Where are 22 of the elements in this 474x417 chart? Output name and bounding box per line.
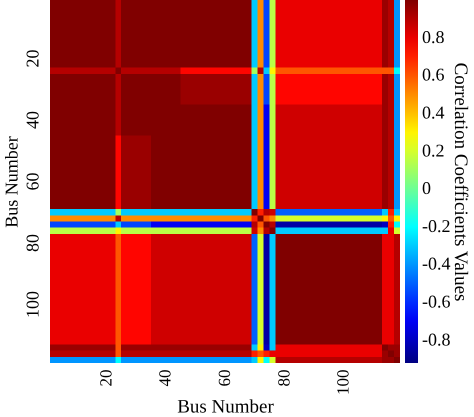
y-tick-label: 40 [22,110,42,129]
color-bar-label: 0.4 [422,102,444,122]
y-tick-label: 100 [22,291,42,318]
y-tick-label: 20 [22,49,42,68]
color-bar-label: -0.8 [422,329,450,350]
color-bar-label: 0.8 [422,26,444,47]
color-bar-label: 0 [422,178,431,198]
x-tick-label: 100 [334,370,353,395]
x-tick-label: 40 [156,370,175,386]
y-tick-label: 60 [22,172,42,190]
y-tick-label: 80 [22,234,42,252]
color-bar-label: 0.6 [422,64,444,85]
x-tick-label: 60 [215,370,234,386]
x-tick-label: 20 [96,370,116,386]
color-bar-label: -0.2 [422,216,450,236]
x-axis-title: Bus Number [177,396,274,417]
x-tick-label: 80 [274,370,294,386]
color-bar-label: 0.2 [422,140,444,160]
color-bar-label: -0.4 [422,254,450,274]
color-bar-title: Correlation Coefficients Values [450,62,471,302]
y-axis-title: Bus Number [2,136,22,228]
color-bar-label: -0.6 [422,292,450,312]
